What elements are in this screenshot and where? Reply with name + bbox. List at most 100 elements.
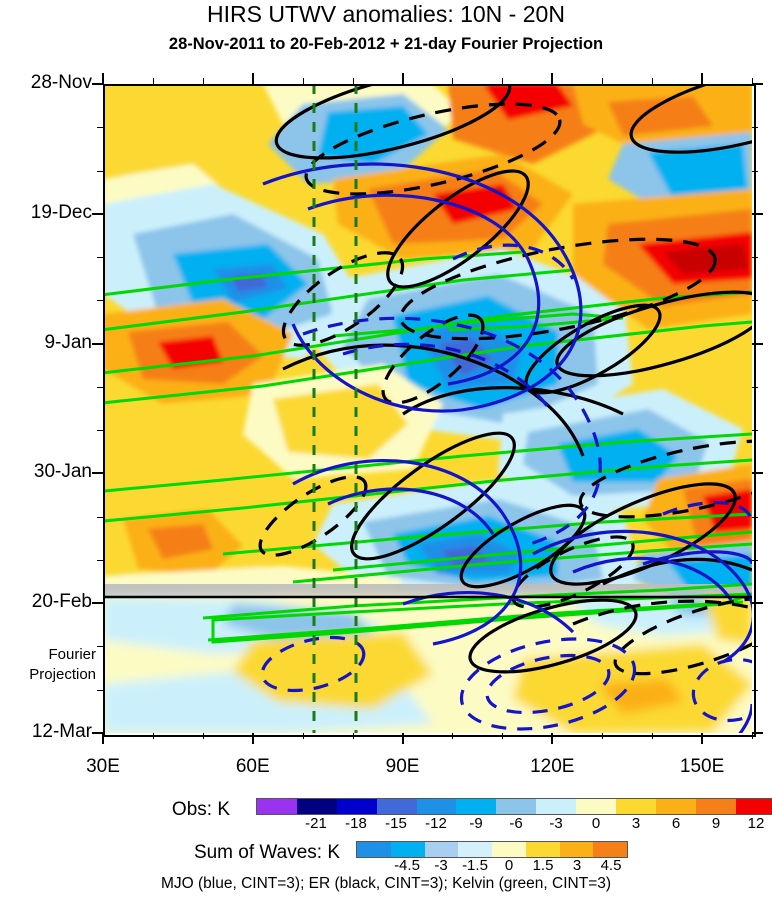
y-minor-tick-right-3-2 — [752, 559, 758, 561]
y-minor-tick-right-2-2 — [752, 430, 758, 432]
colorbar-tick-4.5: 4.5 — [600, 857, 622, 874]
x-minor-tick-110 — [502, 733, 504, 739]
colorbar-swatch-5 — [456, 799, 497, 814]
y-minor-tick-1-1 — [97, 257, 103, 259]
y-minor-tick-right-4-1 — [752, 646, 758, 648]
colorbar-swatch-5 — [525, 842, 560, 857]
y-minor-tick-4-1 — [97, 646, 103, 648]
colorbar-tick--18: -18 — [345, 815, 367, 832]
fourier-projection-annotation: Projection — [29, 665, 96, 683]
colorbar-tick-0: 0 — [504, 857, 514, 874]
hovmoller-plot-area — [103, 84, 752, 733]
colorbar-swatch-12 — [735, 799, 772, 814]
y-axis-label-12-Mar: 12-Mar — [31, 721, 92, 742]
y-major-tick-right-30-Jan — [752, 472, 763, 475]
colorbar-swatch-0 — [257, 799, 297, 814]
colorbar-swatch-1 — [296, 799, 337, 814]
colorbar-tick-6: 6 — [671, 815, 681, 832]
x-minor-tick-top-70 — [302, 78, 304, 84]
colorbar-swatch-6 — [559, 842, 594, 857]
y-minor-tick-right-2-1 — [752, 386, 758, 388]
y-major-tick-30-Jan — [92, 472, 103, 475]
y-major-tick-20-Feb — [92, 602, 103, 605]
y-minor-tick-right-4-2 — [752, 689, 758, 691]
colorbar-waves-ticks: -4.5 -3 -1.5 0 1.5 3 4.5 — [356, 857, 626, 875]
y-major-tick-right-9-Jan — [752, 342, 763, 345]
x-minor-tick-100 — [452, 733, 454, 739]
x-major-tick-90 — [401, 733, 404, 744]
x-minor-tick-top-100 — [452, 78, 454, 84]
y-axis-label-28-Nov: 28-Nov — [30, 72, 92, 93]
y-minor-tick-right-1-1 — [752, 257, 758, 259]
colorbar-tick--3: -3 — [549, 815, 563, 832]
colorbar-obs-label: Obs: K — [171, 799, 230, 820]
y-axis-label-19-Dec: 19-Dec — [30, 201, 92, 223]
colorbar-tick-9: 9 — [711, 815, 721, 832]
x-minor-tick-70 — [302, 733, 304, 739]
y-minor-tick-right-0-1 — [752, 127, 758, 129]
colorbar-tick--21: -21 — [305, 815, 327, 832]
colorbar-tick--4.5: -4.5 — [394, 857, 420, 874]
y-minor-tick-3-2 — [97, 559, 103, 561]
colorbar-swatch-10 — [655, 799, 696, 814]
y-major-tick-right-12-Mar — [752, 732, 763, 734]
x-major-tick-top-30 — [102, 73, 104, 84]
y-minor-tick-0-1 — [97, 127, 103, 129]
colorbar-tick-0: 0 — [591, 815, 601, 832]
y-minor-tick-right-0-2 — [752, 170, 758, 172]
y-minor-tick-3-1 — [97, 516, 103, 518]
colorbar-tick-1.5: 1.5 — [532, 857, 554, 874]
colorbar-waves-label: Sum of Waves: K — [193, 842, 340, 863]
colorbar-tick--1.5: -1.5 — [462, 857, 488, 874]
colorbar-swatch-7 — [536, 799, 576, 814]
y-major-tick-right-28-Nov — [752, 83, 763, 85]
colorbar-obs-ticks: -21-18-15-12-9-6-3036912151821 — [256, 815, 772, 833]
page-subtitle: 28-Nov-2011 to 20-Feb-2012 + 21-day Four… — [168, 35, 604, 53]
y-axis-label-20-Feb: 20-Feb — [31, 591, 92, 613]
colorbar-swatch-4 — [416, 799, 457, 814]
x-axis-label-30E: 30E — [86, 756, 120, 777]
y-minor-tick-right-3-1 — [752, 516, 758, 518]
colorbar-tick--3: -3 — [434, 857, 448, 874]
colorbar-swatch-0 — [357, 842, 391, 857]
x-axis-label-90E: 90E — [385, 756, 420, 777]
x-minor-tick-top-50 — [202, 78, 204, 84]
plot-canvas — [103, 84, 752, 733]
y-minor-tick-right-1-2 — [752, 300, 758, 302]
y-major-tick-right-20-Feb — [752, 602, 763, 605]
colorbar-swatch-11 — [695, 799, 736, 814]
x-minor-tick-top-80 — [352, 78, 354, 84]
y-minor-tick-2-1 — [97, 386, 103, 388]
x-minor-tick-50 — [202, 733, 204, 739]
colorbar-obs-swatches — [256, 798, 772, 815]
colorbar-swatch-8 — [576, 799, 616, 814]
colorbar-swatch-4 — [492, 842, 526, 857]
x-minor-tick-160 — [752, 733, 753, 739]
colorbar-swatch-3 — [376, 799, 417, 814]
x-major-tick-60 — [251, 733, 254, 744]
colorbar-tick--9: -9 — [469, 815, 483, 832]
y-major-tick-9-Jan — [92, 342, 103, 345]
fourier-projection-annotation: Fourier — [48, 645, 96, 663]
x-major-tick-top-60 — [251, 73, 254, 84]
x-axis-label-60E: 60E — [235, 756, 270, 777]
colorbar-tick--12: -12 — [425, 815, 447, 832]
y-major-tick-right-19-Dec — [752, 212, 763, 215]
page-title: HIRS UTWV anomalies: 10N - 20N — [207, 1, 565, 27]
y-major-tick-28-Nov — [92, 83, 103, 85]
x-minor-tick-top-110 — [502, 78, 504, 84]
x-major-tick-top-90 — [401, 73, 404, 84]
x-major-tick-30 — [102, 733, 104, 744]
colorbar-swatch-9 — [615, 799, 656, 814]
x-minor-tick-80 — [352, 733, 354, 739]
colorbar-tick--6: -6 — [509, 815, 523, 832]
y-axis-label-30-Jan: 30-Jan — [33, 461, 92, 483]
y-axis-label-9-Jan: 9-Jan — [44, 331, 92, 353]
x-minor-tick-top-40 — [152, 78, 154, 84]
y-minor-tick-1-2 — [97, 300, 103, 302]
mjo-contours — [260, 162, 752, 733]
y-major-tick-12-Mar — [92, 732, 103, 734]
colorbar-swatch-7 — [593, 842, 627, 857]
colorbar-tick-3: 3 — [631, 815, 641, 832]
colorbar-swatch-1 — [390, 842, 425, 857]
